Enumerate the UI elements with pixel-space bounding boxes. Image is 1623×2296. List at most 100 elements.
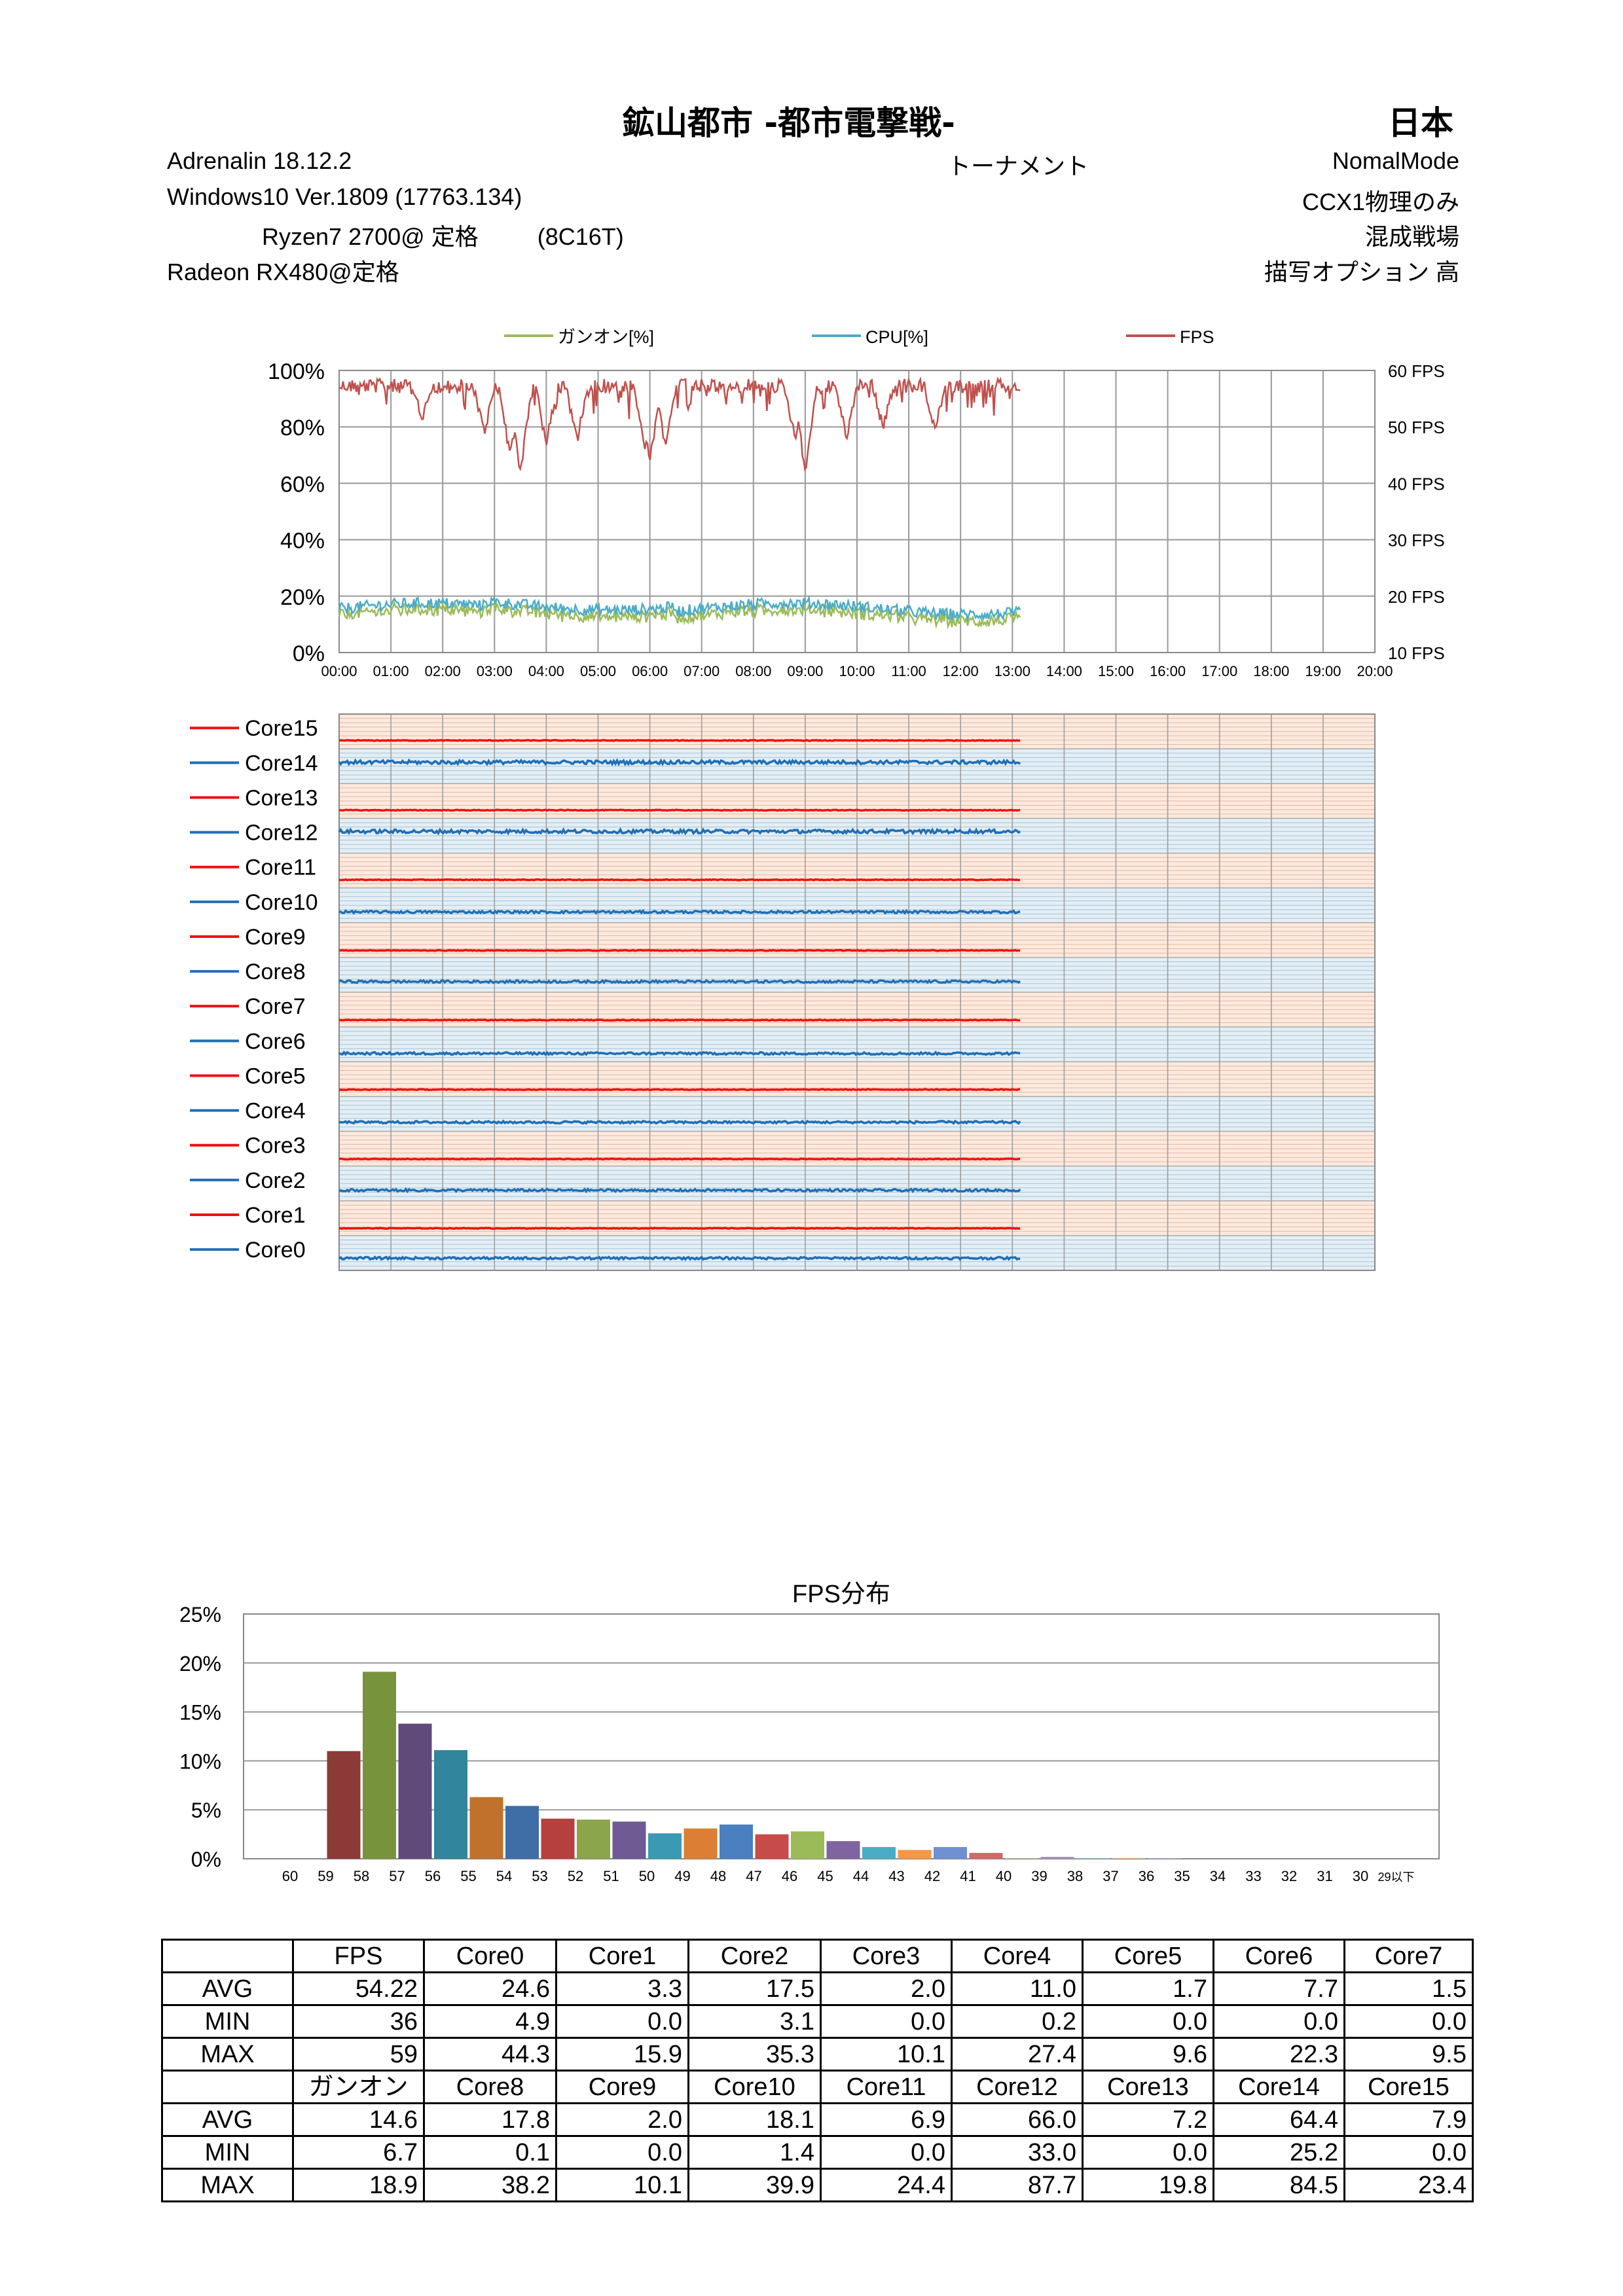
x-tick-label: 14:00	[1046, 663, 1082, 679]
legend-label: Core1	[245, 1203, 306, 1228]
value-cell: 24.6	[423, 1971, 557, 2006]
x-tick-label: 18:00	[1253, 663, 1289, 679]
row-label: MAX	[161, 2168, 294, 2202]
y-tick-label: 15%	[179, 1701, 221, 1725]
legend-label: Core15	[245, 716, 318, 741]
value-cell: 23.4	[1343, 2168, 1474, 2202]
legend-label: CPU[%]	[866, 327, 928, 347]
x-tick-label: 56	[425, 1868, 441, 1884]
driver-version: Adrenalin 18.12.2	[167, 147, 352, 174]
bar	[791, 1831, 824, 1859]
x-tick-label: 17:00	[1201, 663, 1237, 679]
value-cell: 6.7	[292, 2135, 425, 2170]
value-cell: 84.5	[1213, 2168, 1345, 2202]
column-header: Core13	[1082, 2070, 1214, 2104]
column-header: Core3	[820, 1939, 953, 1973]
value-cell: 17.8	[423, 2102, 557, 2137]
x-tick-label: 11:00	[891, 663, 926, 679]
value-cell: 25.2	[1213, 2135, 1345, 2170]
x-tick-label: 59	[318, 1868, 333, 1884]
column-header: Core4	[951, 1939, 1084, 1973]
value-cell: 0.2	[951, 2004, 1084, 2039]
x-tick-label: 09:00	[787, 663, 823, 679]
core-series-line	[339, 948, 1021, 952]
legend-label: Core4	[245, 1099, 306, 1124]
legend-label: Core7	[245, 994, 306, 1019]
legend-label: Core5	[245, 1064, 306, 1088]
value-cell: 0.0	[820, 2004, 953, 2039]
bar	[577, 1820, 610, 1859]
y-tick-label: 25%	[179, 1603, 221, 1626]
value-cell: 0.0	[820, 2135, 953, 2170]
y2-tick-label: 20 FPS	[1388, 587, 1445, 607]
region-label: 日本	[1388, 104, 1453, 142]
x-tick-label: 60	[282, 1868, 298, 1884]
legend-label: Core0	[245, 1238, 306, 1263]
legend-label: Core11	[245, 855, 316, 880]
row-label: MIN	[161, 2135, 294, 2170]
value-cell: 39.9	[687, 2168, 822, 2202]
x-tick-label: 01:00	[373, 663, 409, 679]
gpu-info: Radeon RX480@定格	[167, 259, 399, 285]
value-cell: 4.9	[423, 2004, 557, 2039]
value-cell: 36	[292, 2004, 425, 2039]
y-tick-label: 10%	[179, 1749, 221, 1773]
stats-table: FPS Core0 Core1 Core2 Core3 Core4 Core5 Core6 Co…	[161, 1939, 1474, 2202]
bar	[826, 1841, 860, 1859]
legend-label: Core2	[245, 1168, 306, 1193]
value-cell: 14.6	[292, 2102, 425, 2137]
fps-distribution-chart: FPS分布 25% 20% 15% 10% 5% 0% 60 59 58 57 56 55 54 53 52 5…	[179, 1581, 1440, 1884]
core-series-line	[339, 1157, 1021, 1161]
value-cell: 0.0	[555, 2004, 689, 2039]
value-cell: 0.0	[1343, 2004, 1474, 2039]
x-tick-label: 03:00	[477, 663, 513, 679]
bar	[612, 1821, 646, 1859]
legend-label: Core14	[245, 751, 318, 776]
x-tick-label: 13:00	[994, 663, 1030, 679]
core-series-line	[338, 1088, 1021, 1092]
bar	[398, 1723, 432, 1859]
value-cell: 44.3	[423, 2037, 557, 2072]
y-tick-label: 0%	[293, 641, 325, 666]
value-cell: 33.0	[951, 2135, 1084, 2170]
value-cell: 66.0	[951, 2102, 1084, 2137]
value-cell: 2.0	[555, 2102, 689, 2137]
y-tick-label: 80%	[280, 416, 325, 440]
bar	[1112, 1858, 1146, 1859]
x-tick-label: 38	[1067, 1868, 1083, 1884]
column-header: Core5	[1082, 1939, 1214, 1973]
value-cell: 0.0	[1213, 2004, 1345, 2039]
value-cell: 35.3	[687, 2037, 822, 2072]
table-row: AVG 54.22 24.6 3.3 17.5 2.0 11.0 1.7 7.7 1.5	[161, 1971, 1474, 2006]
value-cell: 6.9	[820, 2102, 953, 2137]
value-cell: 7.7	[1213, 1971, 1345, 2006]
bar	[755, 1834, 789, 1859]
legend-label: Core10	[245, 890, 318, 915]
column-header: Core10	[687, 2070, 822, 2104]
x-tick-label: 08:00	[735, 663, 771, 679]
value-cell: 0.0	[1082, 2135, 1214, 2170]
value-cell: 3.3	[555, 1971, 689, 2006]
x-tick-label: 00:00	[321, 663, 357, 679]
x-tick-label: 16:00	[1150, 663, 1186, 679]
value-cell: 9.6	[1082, 2037, 1214, 2072]
table-row: AVG 14.6 17.8 2.0 18.1 6.9 66.0 7.2 64.4 7.9	[161, 2102, 1474, 2137]
legend-label: Core6	[245, 1029, 306, 1054]
plot-border	[338, 713, 1376, 1271]
os-version: Windows10 Ver.1809 (17763.134)	[167, 183, 522, 210]
y-tick-label: 40%	[280, 529, 325, 554]
table-header-row: ガンオン Core8 Core9 Core10 Core11 Core12 Core13 Co…	[161, 2070, 1474, 2104]
bar	[648, 1833, 682, 1859]
x-tick-label: 15:00	[1098, 663, 1134, 679]
value-cell: 3.1	[687, 2004, 822, 2039]
y-tick-label: 20%	[280, 585, 325, 610]
game-mode: NomalMode	[1332, 147, 1459, 174]
column-header: Core0	[423, 1939, 557, 1973]
legend-label: Core12	[245, 821, 318, 846]
x-tick-label: 32	[1281, 1868, 1297, 1884]
x-tick-label: 48	[710, 1868, 726, 1884]
value-cell: 10.1	[555, 2168, 689, 2202]
x-tick-label: 46	[782, 1868, 797, 1884]
x-tick-label: 49	[674, 1868, 690, 1884]
page-title: 鉱山都市 -都市電撃戦-	[622, 104, 955, 142]
